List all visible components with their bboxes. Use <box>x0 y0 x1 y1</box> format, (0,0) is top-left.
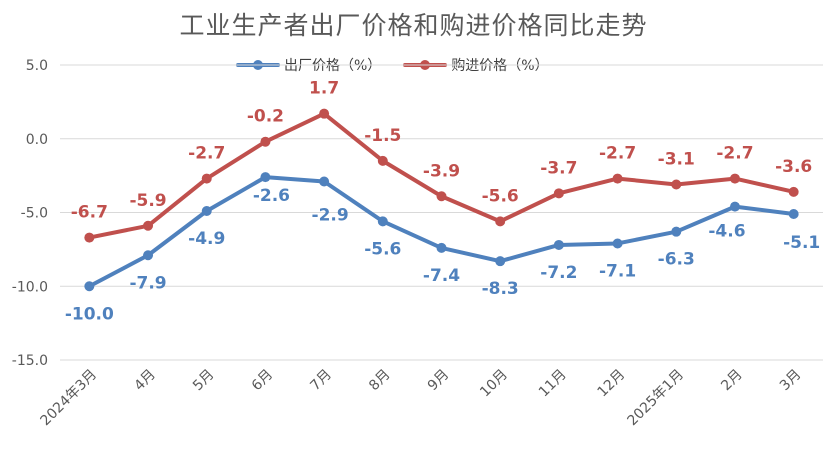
x-tick-label: 4月 <box>131 367 159 395</box>
data-point <box>553 239 564 250</box>
data-point <box>612 238 623 249</box>
data-label: -7.9 <box>129 273 166 293</box>
data-point <box>729 201 740 212</box>
chart-title: 工业生产者出厂价格和购进价格同比走势 <box>179 11 648 40</box>
x-tick-label: 12月 <box>595 367 629 401</box>
data-label: -2.7 <box>599 144 636 164</box>
data-point <box>319 176 330 187</box>
data-point <box>788 208 799 219</box>
data-point <box>671 226 682 237</box>
x-tick-label: 2024年3月 <box>38 367 101 430</box>
data-label: -2.9 <box>312 206 349 226</box>
data-point <box>495 256 506 267</box>
x-tick-label: 2025年1月 <box>624 367 687 430</box>
data-point <box>143 220 154 231</box>
data-label: -5.1 <box>783 233 820 253</box>
data-label: -7.4 <box>423 266 460 286</box>
data-label: -2.7 <box>188 144 225 164</box>
data-point <box>260 172 271 183</box>
data-point <box>495 216 506 227</box>
legend-label-purchase-price: 购进价格（%） <box>451 58 549 74</box>
data-point <box>201 173 212 184</box>
x-tick-label: 7月 <box>307 367 335 395</box>
data-point <box>553 188 564 199</box>
data-label: -8.3 <box>482 279 519 299</box>
data-point <box>143 250 154 261</box>
x-tick-label: 10月 <box>477 367 511 401</box>
data-label: -4.9 <box>188 229 225 249</box>
x-tick-label: 8月 <box>366 367 394 395</box>
x-tick-label: 6月 <box>249 367 277 395</box>
data-label: -5.6 <box>482 186 519 206</box>
data-point <box>436 242 447 253</box>
x-tick-label: 2月 <box>718 367 746 395</box>
data-point <box>84 232 95 243</box>
data-label: 1.7 <box>309 79 339 99</box>
data-label: -4.6 <box>708 222 745 242</box>
data-point <box>84 281 95 292</box>
data-point <box>377 216 388 227</box>
x-tick-label: 5月 <box>190 367 218 395</box>
legend-label-export-price: 出厂价格（%） <box>284 58 382 74</box>
data-label: -6.7 <box>71 203 108 223</box>
data-label: -5.6 <box>364 239 401 259</box>
y-tick-label: -5.0 <box>21 206 48 222</box>
y-tick-label: -10.0 <box>12 279 48 295</box>
data-label: -3.1 <box>658 149 695 169</box>
y-tick-label: -15.0 <box>12 353 48 369</box>
data-label: -2.7 <box>716 144 753 164</box>
data-point <box>436 191 447 202</box>
data-label: -0.2 <box>247 107 284 127</box>
data-label: -3.6 <box>775 157 812 177</box>
data-point <box>201 206 212 217</box>
data-point <box>671 179 682 190</box>
data-label: -7.2 <box>540 263 577 283</box>
data-point <box>319 108 330 119</box>
data-label: -1.5 <box>364 126 401 146</box>
x-tick-label: 3月 <box>777 367 805 395</box>
data-label: -10.0 <box>65 304 114 324</box>
data-point <box>260 136 271 147</box>
data-point <box>729 173 740 184</box>
y-tick-label: 5.0 <box>26 58 48 74</box>
data-label: -5.9 <box>129 191 166 211</box>
data-label: -7.1 <box>599 261 636 281</box>
data-label: -3.9 <box>423 161 460 181</box>
data-point <box>612 173 623 184</box>
data-label: -3.7 <box>540 158 577 178</box>
data-point <box>788 186 799 197</box>
data-label: -2.6 <box>253 186 290 206</box>
y-tick-label: 0.0 <box>26 132 48 148</box>
x-tick-label: 9月 <box>425 367 453 395</box>
x-tick-label: 11月 <box>536 367 570 401</box>
data-point <box>377 155 388 166</box>
data-label: -6.3 <box>658 250 695 270</box>
